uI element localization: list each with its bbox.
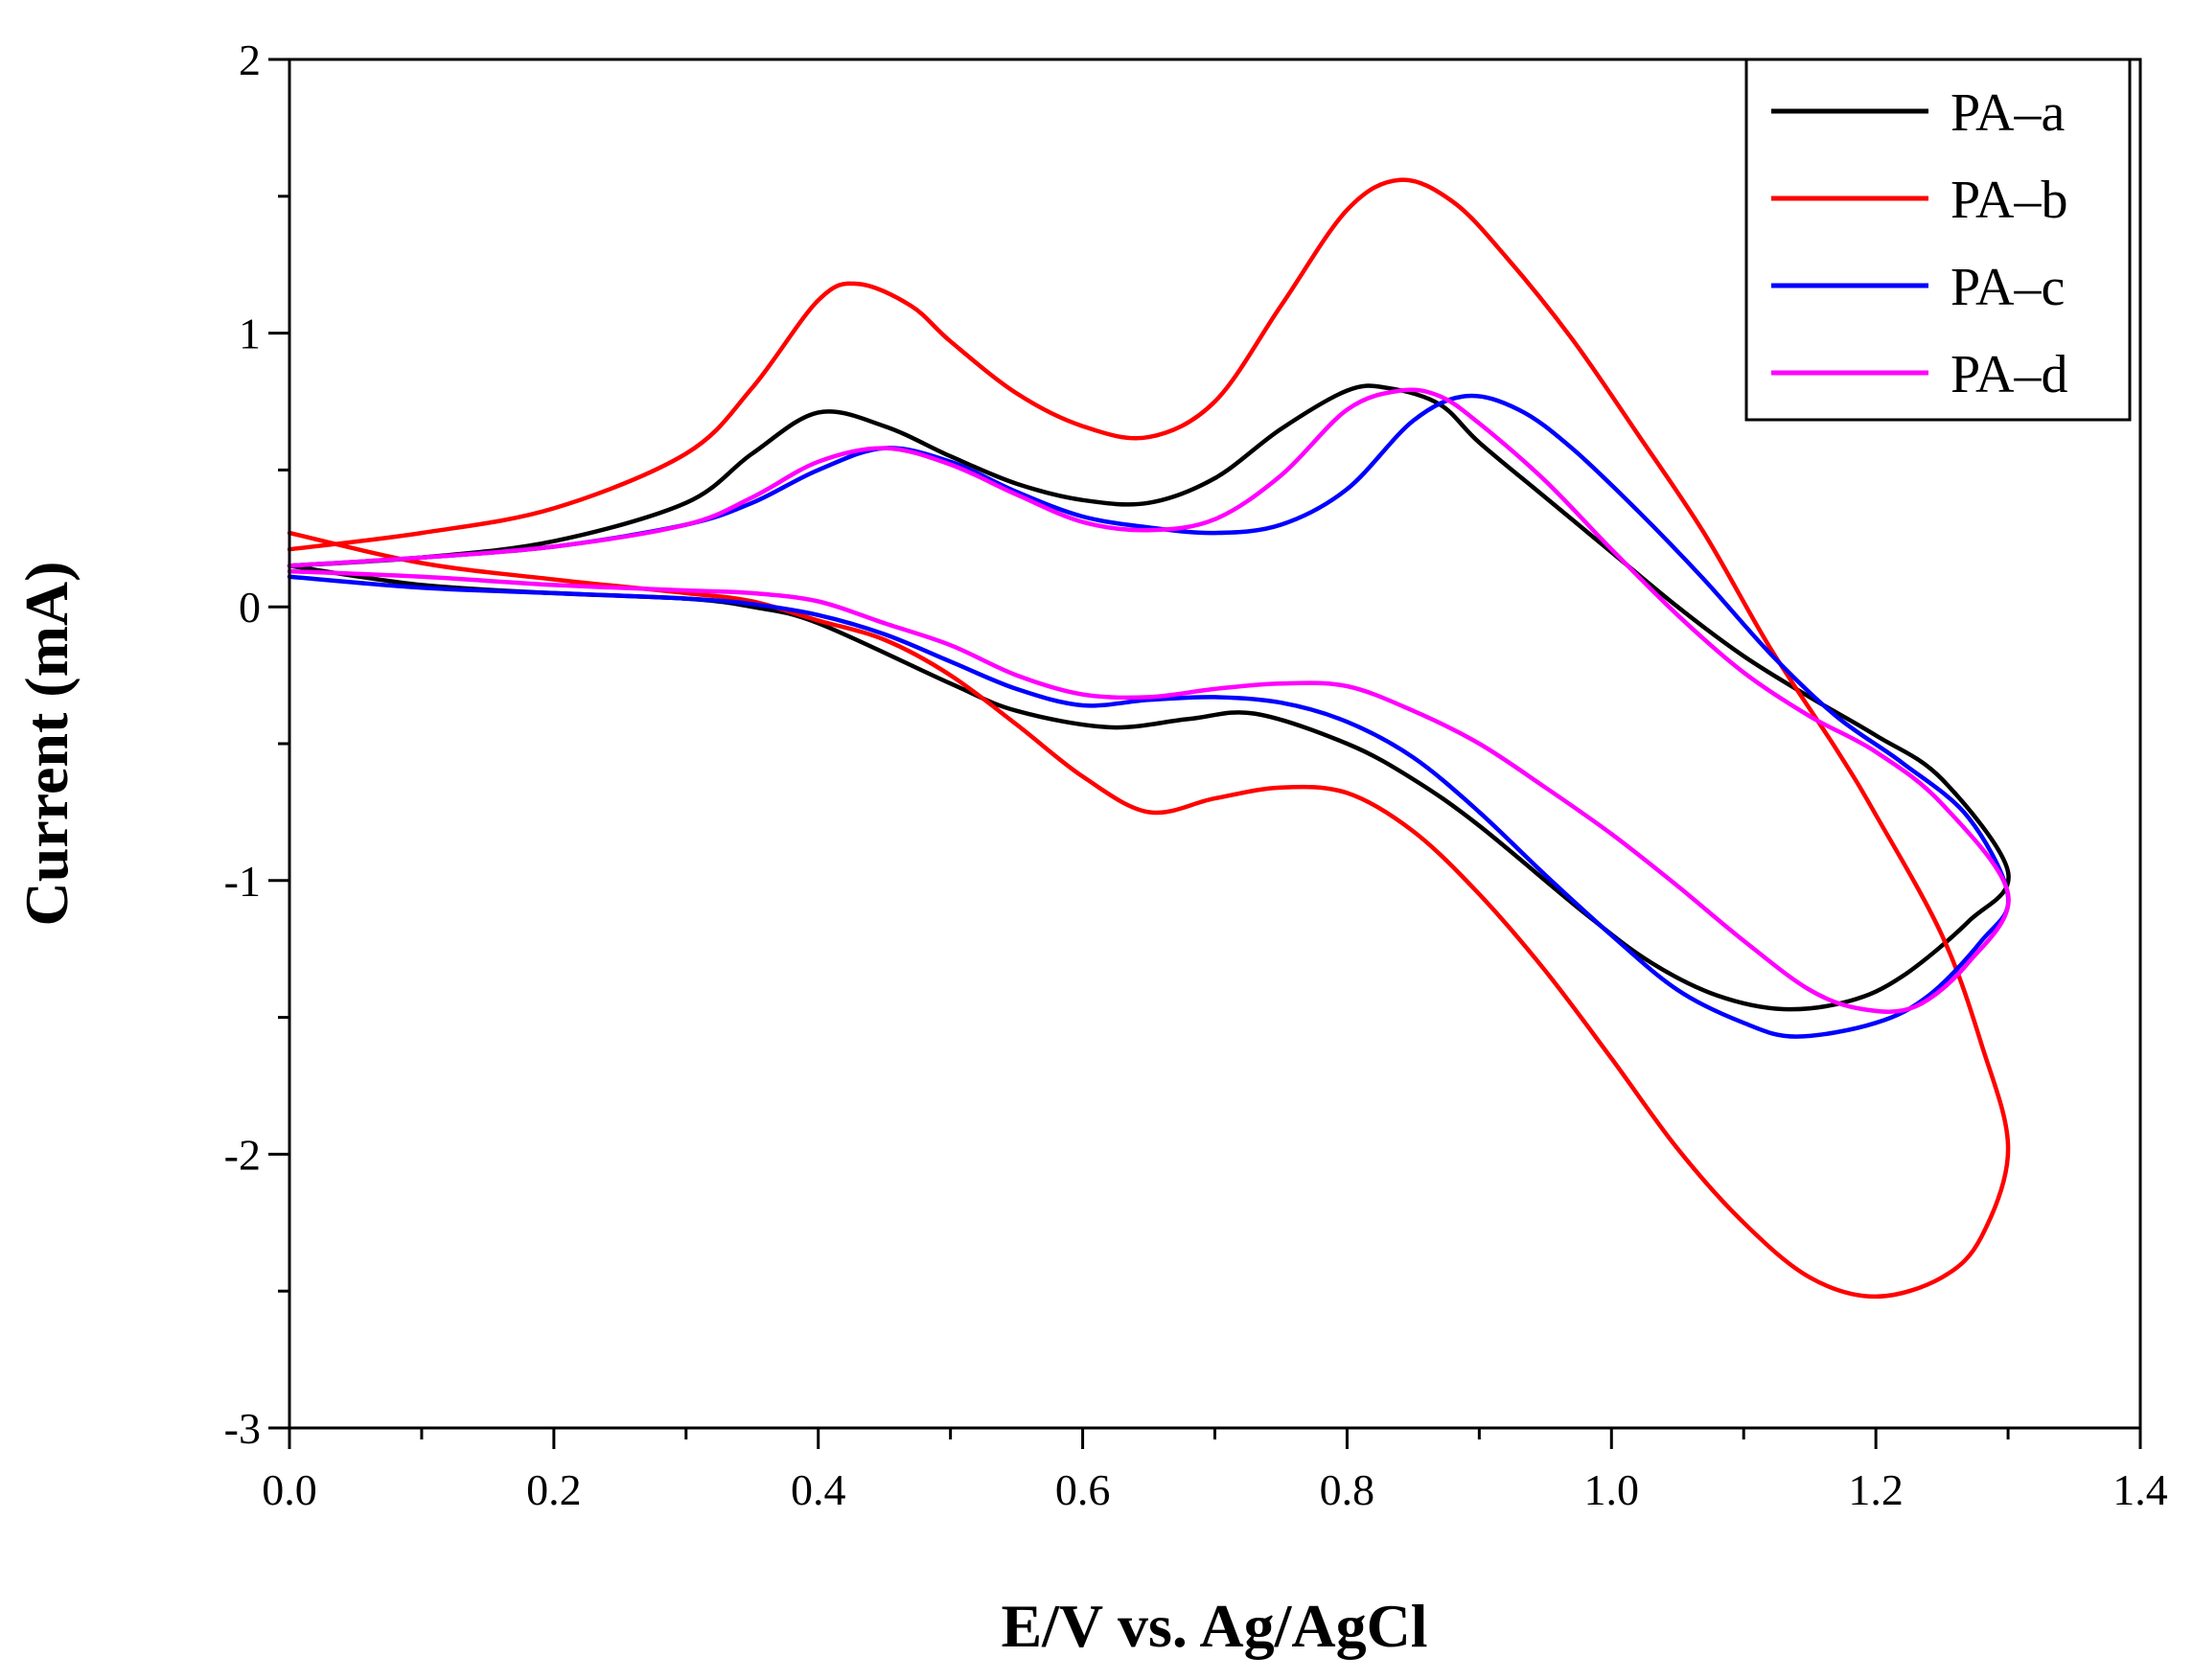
series-line-pa-b	[287, 177, 2011, 1300]
x-tick-label: 0.8	[1320, 1465, 1375, 1514]
y-tick-label: 1	[239, 310, 261, 358]
y-axis-title: Current (mA)	[12, 562, 81, 927]
y-tick-label: -2	[224, 1130, 261, 1179]
x-tick-label: 0.6	[1055, 1465, 1111, 1514]
y-tick-label: -3	[224, 1404, 261, 1453]
y-tick-label: 2	[239, 35, 261, 84]
legend-label-pa-b: PA–b	[1951, 171, 2067, 230]
legend: PA–a PA–b PA–c PA–d	[1744, 58, 2132, 422]
legend-label-pa-c: PA–c	[1951, 258, 2065, 317]
x-tick-label: 1.0	[1584, 1465, 1640, 1514]
x-tick-label: 1.4	[2112, 1465, 2168, 1514]
tick-layer: 0.0 0.2 0.4 0.6 0.8 1.0 1.2 1.4 2 1 0 -1 -2 -3	[224, 35, 2168, 1514]
legend-box	[1744, 58, 2132, 422]
x-axis-title: E/V vs. Ag/AgCl	[1001, 1592, 1427, 1660]
x-tick-label: 0.2	[526, 1465, 582, 1514]
series-line-pa-d	[287, 387, 2011, 1014]
series-layer	[287, 177, 2011, 1300]
y-tick-label: 0	[239, 583, 261, 632]
x-tick-label: 1.2	[1848, 1465, 1904, 1514]
x-tick-label: 0.4	[791, 1465, 846, 1514]
legend-label-pa-a: PA–a	[1951, 83, 2065, 143]
series-line-pa-a	[287, 383, 2011, 1012]
y-tick-label: -1	[224, 857, 261, 906]
legend-label-pa-d: PA–d	[1951, 345, 2067, 404]
x-tick-label: 0.0	[262, 1465, 317, 1514]
